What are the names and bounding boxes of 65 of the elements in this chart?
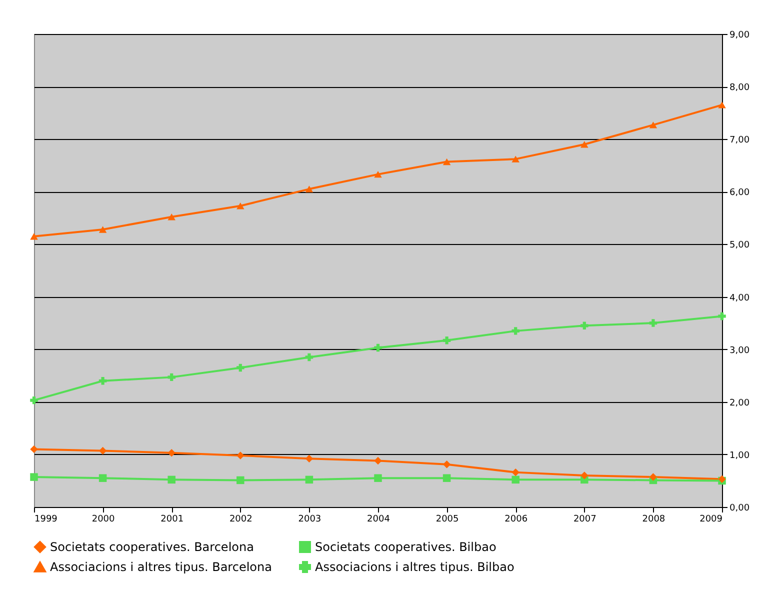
point [512,468,520,476]
point [168,214,176,220]
point [718,102,726,108]
point [580,141,588,148]
y-tick-label: 3,00 [730,346,750,356]
point [168,476,176,484]
y-tick-label: 7,00 [730,136,750,146]
point [236,476,244,484]
point [30,396,38,404]
point [98,446,107,455]
point [30,473,38,481]
y-tick-label: 5,00 [730,240,750,251]
x-tick-label: 2003 [298,514,322,524]
legend-label: Associacions i altres tipus. Bilbao [315,560,514,574]
point [580,322,588,330]
y-tick-label: 6,00 [730,188,750,198]
point [30,445,38,454]
point [442,158,451,166]
point [374,474,382,482]
point [236,202,244,210]
point [512,327,520,335]
x-tick-label: 2009 [700,514,723,524]
y-tick-label: 9,00 [730,30,750,40]
point [168,448,176,457]
y-tick-label: 0,00 [730,504,750,514]
point [98,376,107,385]
y-tick-label: 8,00 [730,83,750,94]
x-tick-label: 2002 [229,514,252,524]
point [98,474,107,482]
y-tick-label: 2,00 [730,398,750,408]
legend-label: Societats cooperatives. Bilbao [315,540,496,554]
x-tick-label: 2008 [642,514,666,524]
x-tick-label: 2001 [160,514,184,524]
point [649,319,658,327]
point [236,364,244,372]
x-tick-label: 2006 [504,514,528,524]
y-tick-label: 4,00 [730,293,750,304]
point [718,312,726,320]
legend-label: Societats cooperatives. Barcelona [50,540,254,554]
point [442,336,451,344]
point [305,186,314,192]
x-tick-label: 2004 [367,514,390,524]
point [374,344,382,352]
point [649,122,658,128]
x-tick-label: 1999 [34,514,58,524]
point [305,476,314,484]
point [442,460,451,468]
y-tick-label: 1,00 [730,450,750,461]
point [305,353,314,362]
point [168,373,176,382]
point [442,474,451,482]
point [580,472,588,480]
point [305,454,314,463]
point [374,456,382,465]
point [236,452,244,460]
point [512,156,520,162]
point [649,473,658,481]
x-tick-label: 2007 [573,514,596,524]
point [30,232,38,240]
point [374,170,382,178]
x-tick-label: 2000 [92,514,116,524]
x-tick-label: 2005 [436,514,459,524]
legend-label: Associacions i altres tipus. Barcelona [50,560,272,574]
point [98,226,107,233]
point [512,476,520,484]
